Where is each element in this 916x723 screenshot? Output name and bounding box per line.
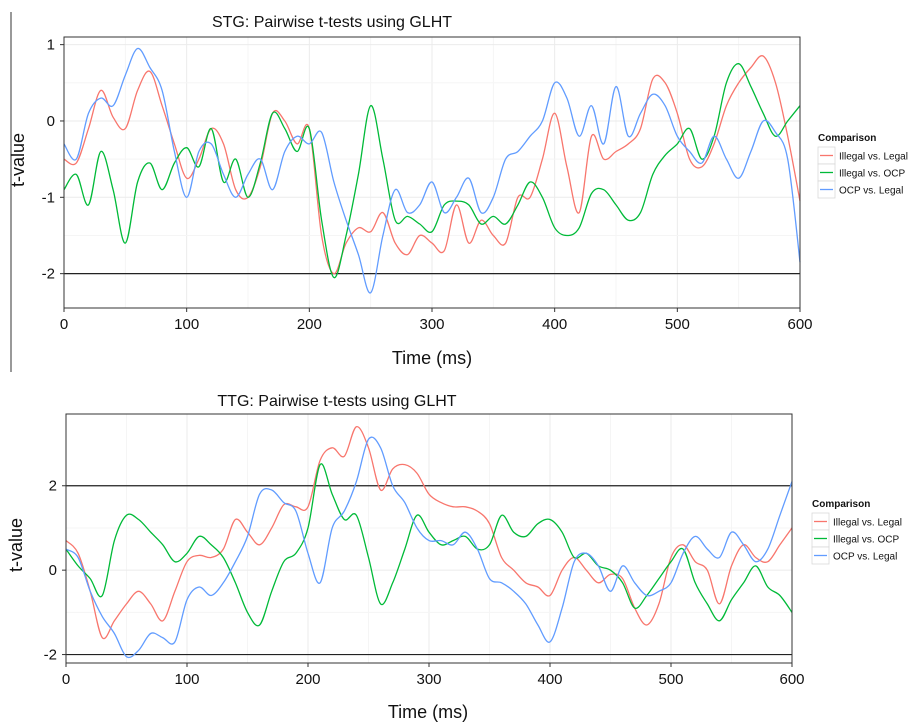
ttg-y-tick-labels: -2 0 2 <box>44 478 66 664</box>
stg-y-tick-label: -1 <box>42 189 55 206</box>
ttg-x-tick-label: 100 <box>174 671 199 688</box>
ttg-grid <box>65 414 793 663</box>
ttg-threshold-lines <box>66 485 792 656</box>
ttg-x-tick-label: 500 <box>658 671 683 688</box>
stg-series-line-1 <box>63 55 801 275</box>
stg-x-tick-label: 600 <box>787 316 812 333</box>
stg-legend-label: Illegal vs. OCP <box>839 169 905 180</box>
ttg-x-tick-labels: 0 100 200 300 400 500 600 <box>62 663 805 688</box>
ttg-legend-title: Comparison <box>812 499 870 510</box>
ttg-series-lines <box>65 426 793 659</box>
ttg-y-tick-label: 2 <box>49 478 57 495</box>
stg-x-tick-label: 200 <box>297 316 322 333</box>
stg-series-line-3 <box>63 47 801 294</box>
stg-panel: STG: Pairwise t-tests using GLHT t-value… <box>8 12 908 372</box>
stg-x-tick-labels: 0 100 200 300 400 500 600 <box>60 308 813 333</box>
ttg-x-tick-label: 200 <box>295 671 320 688</box>
stg-y-axis-label: t-value <box>8 133 28 187</box>
stg-series-lines <box>63 47 801 294</box>
ttg-series-line-3 <box>65 436 793 659</box>
ttg-series-line-2 <box>65 463 793 627</box>
stg-y-tick-label: 1 <box>47 37 55 54</box>
stg-grid <box>63 37 801 308</box>
ttg-x-tick-label: 0 <box>62 671 70 688</box>
ttg-x-axis-label: Time (ms) <box>388 702 468 722</box>
ttg-legend: Comparison Illegal vs. Legal Illegal vs. … <box>811 499 902 565</box>
stg-legend: Comparison Illegal vs. Legal Illegal vs. … <box>817 133 908 199</box>
stg-x-tick-label: 400 <box>542 316 567 333</box>
stg-legend-label: OCP vs. Legal <box>839 186 903 197</box>
ttg-panel: TTG: Pairwise t-tests using GLHT t-value… <box>6 393 902 722</box>
stg-y-tick-label: -2 <box>42 266 55 283</box>
stg-x-tick-label: 0 <box>60 316 68 333</box>
ttg-legend-label: OCP vs. Legal <box>833 552 897 563</box>
stg-x-tick-label: 100 <box>174 316 199 333</box>
stg-x-tick-label: 500 <box>665 316 690 333</box>
ttg-y-tick-label: -2 <box>44 647 57 664</box>
stg-series-line-2 <box>63 63 801 279</box>
ttg-legend-label: Illegal vs. Legal <box>833 518 902 529</box>
ttg-x-tick-label: 300 <box>416 671 441 688</box>
ttg-legend-label: Illegal vs. OCP <box>833 535 899 546</box>
ttg-x-tick-label: 400 <box>537 671 562 688</box>
ttg-x-tick-label: 600 <box>779 671 804 688</box>
ttg-y-axis-label: t-value <box>6 518 26 572</box>
stg-legend-title: Comparison <box>818 133 876 144</box>
stg-chart-title: STG: Pairwise t-tests using GLHT <box>212 14 452 31</box>
stg-y-tick-label: 0 <box>47 113 55 130</box>
ttg-y-tick-label: 0 <box>49 562 57 579</box>
stg-legend-label: Illegal vs. Legal <box>839 152 908 163</box>
stg-x-tick-label: 300 <box>419 316 444 333</box>
ttg-chart-title: TTG: Pairwise t-tests using GLHT <box>217 393 456 410</box>
stg-y-tick-labels: -2 -1 0 1 <box>42 37 64 283</box>
ttg-series-line-1 <box>65 426 793 640</box>
stg-x-axis-label: Time (ms) <box>392 348 472 368</box>
